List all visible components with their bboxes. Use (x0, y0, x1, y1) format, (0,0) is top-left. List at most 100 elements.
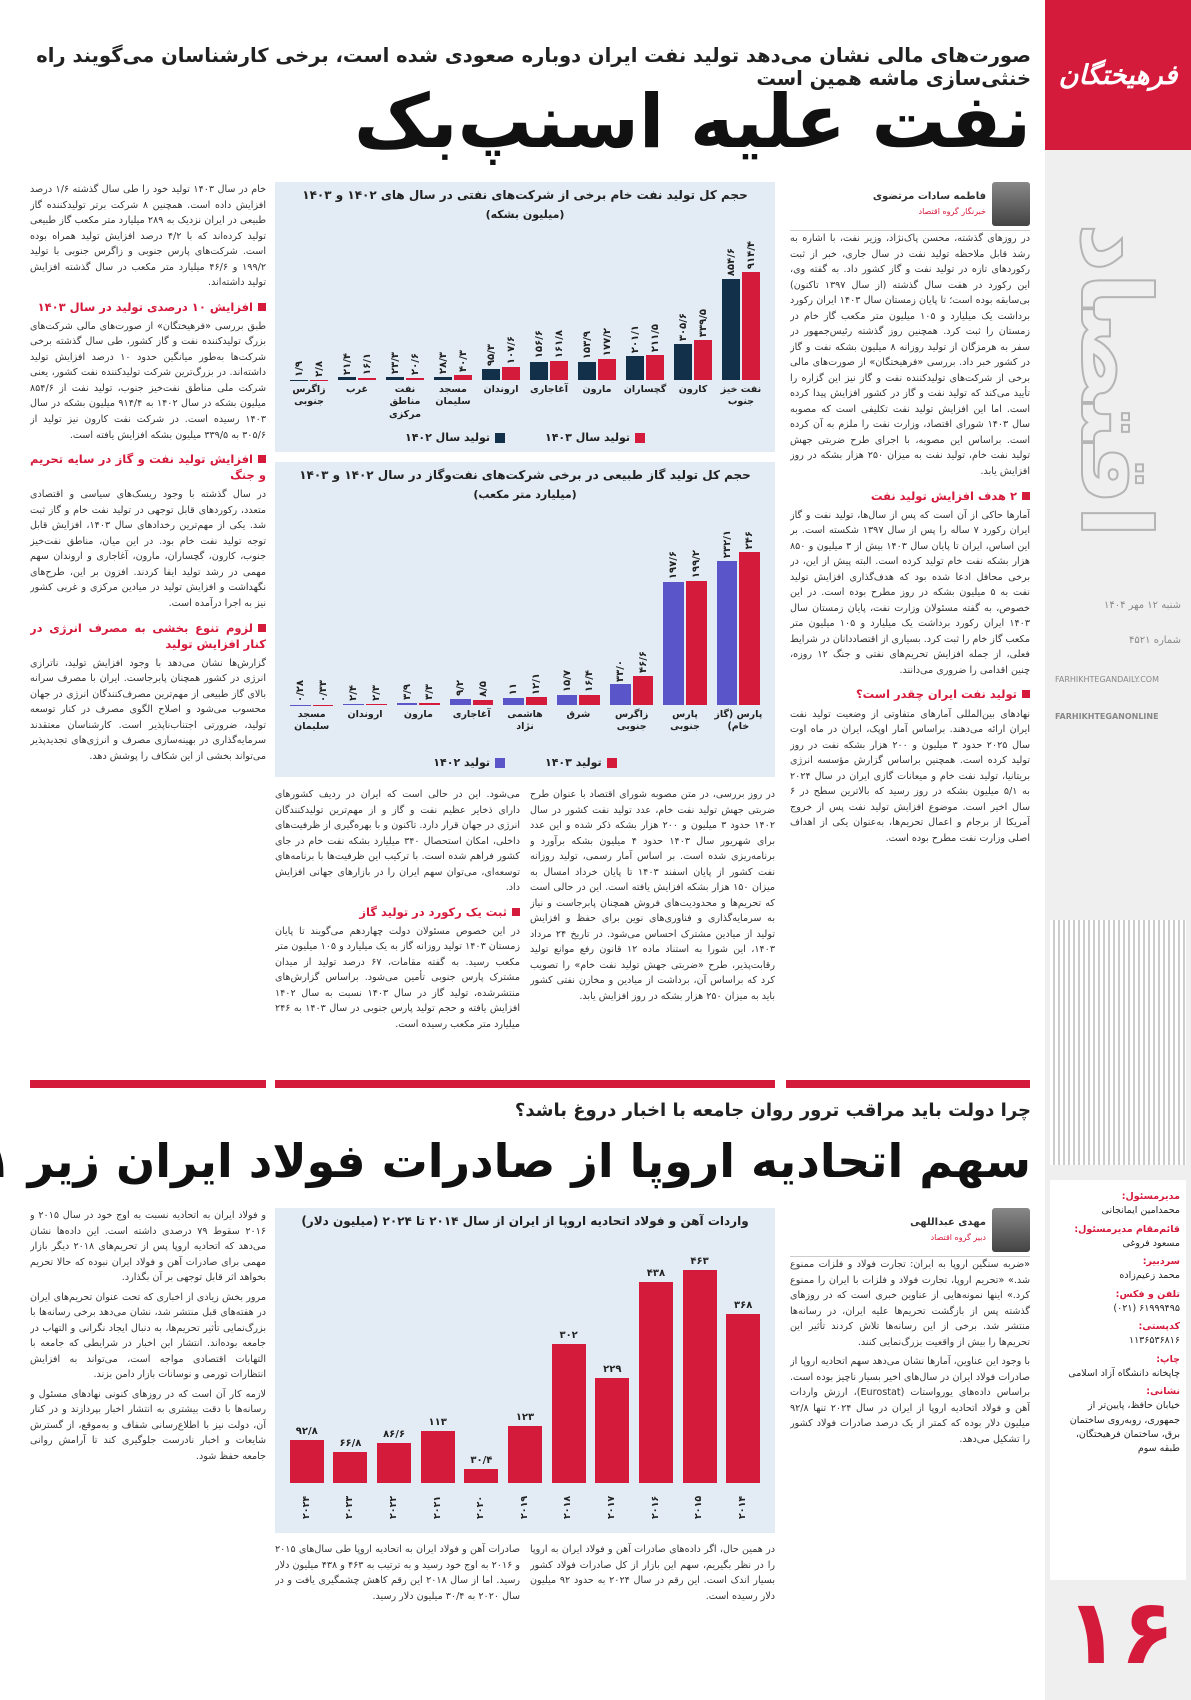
bar-wrap: ۹۵/۳ (482, 344, 500, 380)
bar-wrap: ۳۳۹/۵ (694, 309, 712, 380)
bar-wrap: ۱۱ (503, 683, 525, 705)
paragraph: در این خصوص مسئولان دولت چهاردهم می‌گوین… (275, 925, 520, 1030)
value-label: ۰/۲۸ (294, 679, 306, 702)
bar (419, 702, 441, 705)
legend-label: تولید سال ۱۴۰۲ (404, 431, 490, 444)
bar-group: ۱۶/۱ ۲۱/۴ غرب (333, 240, 381, 418)
bar-wrap: ۱/۹ (290, 361, 308, 380)
value-label: ۴۶/۶ (637, 651, 649, 674)
staff-name: محمدامین ایمانجانی (1101, 1205, 1180, 1217)
bar (507, 1426, 542, 1483)
bar (386, 377, 404, 380)
legend-label: تولید ۱۴۰۲ (433, 756, 490, 769)
value-label: ۹۵/۳ (485, 343, 497, 366)
value-label: ۱۹۷/۶ (668, 551, 680, 580)
author-photo (992, 1208, 1030, 1252)
bar-wrap: ۱۹۹/۲ (686, 550, 707, 705)
category-label: ۲۰۲۱ (431, 1495, 443, 1519)
bar-wrap: ۱۱۳ (420, 1417, 455, 1483)
bar-group: ۸۶/۶ ۲۰۲۲ (372, 1244, 416, 1527)
column: مهدی عبداللهی دبیر گروه اقتصاد «ضربه سنگی… (790, 1208, 1030, 1648)
bar (338, 377, 356, 380)
bar (333, 1452, 368, 1483)
bar-pair: ۴۶/۶ ۳۳/۰ (610, 651, 654, 705)
bar-wrap: ۳۰۲ (551, 1330, 586, 1483)
bar-pair: ۹۲/۸ (289, 1426, 324, 1483)
bar (726, 1313, 761, 1483)
category-label: آغاجاری (530, 384, 568, 395)
bar (366, 703, 387, 705)
category-label: ۲۰۲۰ (475, 1495, 487, 1519)
bar (482, 368, 500, 380)
staff-role: سردبیر: (1142, 1256, 1180, 1267)
column-text: و فولاد ایران به اتحادیه نسبت به اوج خود… (30, 1208, 266, 1648)
category-label: مارون (403, 709, 433, 720)
bar-wrap: ۱۲۳ (507, 1412, 542, 1483)
bar (550, 360, 568, 380)
bar (406, 377, 424, 380)
legend-swatch (495, 758, 505, 768)
column-text: در روزهای گذشته، محسن پاک‌نژاد، وزیر نفت… (790, 231, 1030, 846)
rule (275, 1080, 775, 1088)
headline: نفت علیه اسنپ‌بک (354, 79, 1031, 165)
paragraph: با وجود این عناوین، آمارها نشان می‌دهد س… (790, 1356, 1030, 1445)
kicker: چرا دولت باید مراقب ترور روان جامعه با ا… (514, 1100, 1031, 1121)
bar-wrap: ۱۵۳/۹ (578, 331, 596, 380)
value-label: ۳/۳ (424, 684, 436, 700)
bar-wrap: ۰/۲۸ (290, 680, 311, 705)
date: شنبه ۱۲ مهر ۱۴۰۴ (1103, 600, 1181, 611)
chart: واردات آهن و فولاد اتحادیه اروپا از ایرا… (275, 1208, 775, 1533)
category-label: آغاجاری (452, 709, 491, 720)
plot-area: ۲۴۶ ۲۳۲/۱ پارس (گاز خام) ۱۹۹/۲ ۱۹۷/۶ پارس جنو… (285, 520, 765, 743)
bar-wrap: ۱۷۷/۲ (598, 328, 616, 380)
column-text: خام در سال ۱۴۰۳ تولید خود را طی سال گذشت… (30, 182, 266, 1077)
paragraph: آمارها حاکی از آن است که پس از سال‌ها، ت… (790, 509, 1030, 676)
bar-pair: ۳/۳ ۳/۹ (396, 684, 441, 705)
chart-subtitle: (میلیارد متر مکعب) (473, 488, 577, 501)
bar-pair: ۴۰/۳ ۲۸/۳ (434, 350, 472, 380)
value-label: ۴۰/۳ (457, 350, 469, 373)
value-label: ۱۹۹/۲ (690, 550, 702, 579)
column-text: می‌شود. این در حالی است که ایران در ردیف… (275, 787, 520, 1075)
bar-wrap: ۱۰۷/۶ (502, 336, 520, 380)
bar (646, 355, 664, 380)
bar-group: ۲۰/۶ ۲۳/۳ نفت مناطق مرکزی (381, 240, 429, 420)
bar (343, 703, 365, 705)
bar-pair: ۱۶/۴ ۱۵/۷ (556, 670, 601, 705)
page-number: ۱۶ (1065, 1580, 1175, 1685)
value-label: ۲/۸ (313, 360, 325, 377)
bar-pair: ۱۷۷/۲ ۱۵۳/۹ (578, 328, 616, 380)
bar-wrap: ۴۳۸ (638, 1268, 673, 1483)
bar (472, 699, 494, 705)
bar-wrap: ۴۶۳ (682, 1256, 717, 1483)
paragraph: نهادهای بین‌المللی آمارهای متفاوتی از وض… (790, 708, 1030, 844)
paragraph: می‌شود. این در حالی است که ایران در ردیف… (275, 789, 520, 894)
bar-group: ۲۱۱/۵ ۲۰۱/۱ گچساران (621, 240, 669, 418)
column-text: «ضربه سنگین اروپا به ایران: تجارت فولاد … (790, 1257, 1030, 1447)
bar-group: ۱۷۷/۲ ۱۵۳/۹ مارون (573, 240, 621, 418)
bar (682, 1270, 717, 1483)
legend-label: تولید سال ۱۴۰۳ (545, 431, 631, 444)
column-text: در روز بررسی، در متن مصوبه شورای اقتصاد … (530, 787, 775, 1075)
bar-group: ۲/۸ ۱/۹ زاگرس جنوبی (285, 240, 333, 418)
author-role: دبیر گروه اقتصاد (930, 1232, 986, 1242)
value-label: ۳۰۵/۶ (677, 312, 689, 341)
bar-group: ۳۰۲ ۲۰۱۸ (547, 1244, 591, 1527)
value-label: ۱/۹ (293, 360, 305, 377)
bar-pair: ۲۴۶ ۲۳۲/۱ (716, 530, 760, 705)
category-label: پارس جنوبی (670, 709, 700, 733)
category-label: زاگرس جنوبی (292, 384, 326, 408)
category-label: ۲۰۱۴ (737, 1495, 749, 1519)
bar-wrap: ۱۲/۱ (526, 673, 547, 705)
value-label: ۴۶۳ (690, 1256, 709, 1267)
bar-wrap: ۳۶۸ (726, 1300, 761, 1483)
bar (551, 1344, 586, 1483)
bar (686, 581, 707, 705)
bar-pair: ۲/۳ ۲/۴ (343, 685, 387, 705)
bar-wrap: ۳۰/۴ (464, 1455, 499, 1483)
bar-pair: ۳۶۸ (726, 1300, 761, 1483)
bar (454, 375, 472, 380)
bar-wrap: ۱۶/۴ (579, 670, 601, 705)
author-photo (992, 182, 1030, 226)
bar (663, 582, 685, 705)
